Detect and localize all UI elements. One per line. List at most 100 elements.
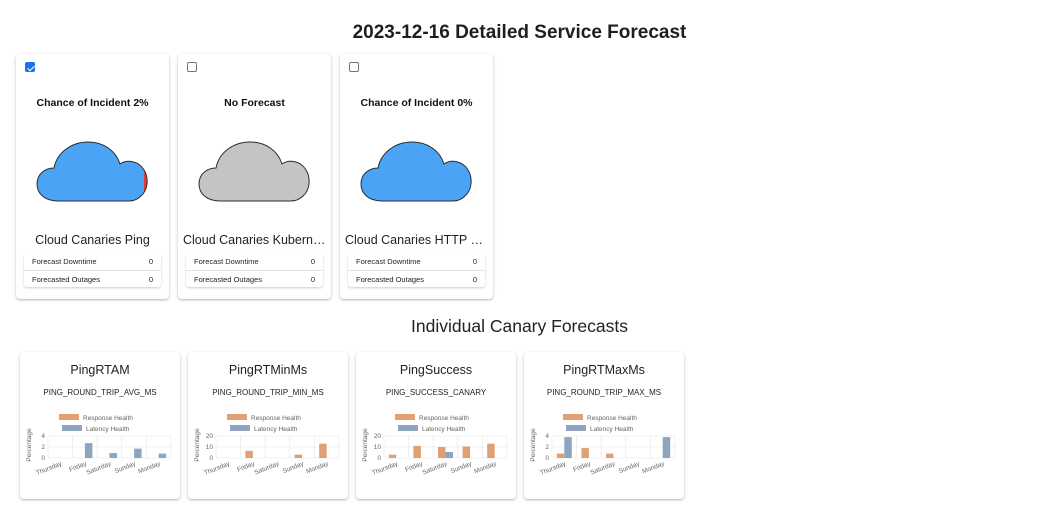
x-tick-label: Saturday xyxy=(421,460,448,477)
bar xyxy=(581,448,589,458)
y-tick-label: 20 xyxy=(374,433,382,440)
service-card: No Forecast Cloud Canaries Kubernetes Fo… xyxy=(178,54,331,299)
service-checkbox[interactable] xyxy=(25,62,35,72)
y-tick-label: 2 xyxy=(545,444,549,451)
legend-swatch xyxy=(566,425,586,431)
canary-chart: Response Health Latency Health 0 2 4 Percenta… xyxy=(26,414,172,477)
canary-code: PING_SUCCESS_CANARY xyxy=(385,388,487,397)
legend-swatch xyxy=(398,425,418,431)
x-tick-label: Saturday xyxy=(253,460,280,477)
y-tick-label: 10 xyxy=(374,444,382,451)
section-title: Individual Canary Forecasts xyxy=(411,316,628,336)
y-tick-label: 4 xyxy=(41,433,45,440)
bar xyxy=(294,454,303,458)
canary-name: PingSuccess xyxy=(399,363,473,377)
row-value: 0 xyxy=(148,257,153,266)
canary-card: PingSuccess PING_SUCCESS_CANARY Response… xyxy=(356,352,516,499)
legend-label: Latency Health xyxy=(422,426,466,433)
legend-label: Response Health xyxy=(83,415,133,422)
bar xyxy=(388,454,397,458)
service-checkbox[interactable] xyxy=(349,62,359,72)
y-tick-label: 4 xyxy=(545,433,549,440)
y-tick-label: 20 xyxy=(206,433,214,440)
x-tick-label: Saturday xyxy=(589,460,616,477)
bar xyxy=(84,443,93,458)
y-axis-label: Percentage xyxy=(194,428,201,462)
table-row: Forecast Downtime 0 xyxy=(186,253,323,270)
bar xyxy=(413,445,421,458)
row-label: Forecasted Outages xyxy=(194,274,262,284)
cloud-icon xyxy=(36,141,148,202)
forecast-table: Forecast Downtime 0 Forecasted Outages 0 xyxy=(186,253,323,287)
canary-chart: Response Health Latency Health 0 10 20 Percen… xyxy=(362,414,508,477)
y-axis-label: Percentage xyxy=(530,428,537,462)
bar xyxy=(245,450,253,458)
canary-chart: Response Health Latency Health 0 10 20 Percen… xyxy=(194,414,340,477)
bar xyxy=(319,443,327,458)
bar xyxy=(438,447,446,458)
x-tick-label: Monday xyxy=(137,460,162,475)
y-tick-label: 0 xyxy=(377,455,381,462)
table-row: Forecasted Outages 0 xyxy=(24,270,161,287)
bar xyxy=(445,451,453,458)
x-tick-label: Sunday xyxy=(282,460,306,475)
legend-label: Response Health xyxy=(251,415,301,422)
x-tick-label: Thursday xyxy=(203,460,231,477)
row-value: 0 xyxy=(310,257,315,266)
bar xyxy=(662,437,671,458)
y-tick-label: 0 xyxy=(545,455,549,462)
service-checkbox[interactable] xyxy=(187,62,197,72)
legend-swatch xyxy=(62,425,82,431)
y-axis-label: Percentage xyxy=(26,428,33,462)
x-tick-label: Thursday xyxy=(35,460,63,477)
row-value: 0 xyxy=(148,274,153,284)
bar xyxy=(462,446,471,458)
x-tick-label: Monday xyxy=(305,460,330,475)
legend-swatch xyxy=(395,414,415,420)
forecast-table: Forecast Downtime 0 Forecasted Outages 0 xyxy=(24,253,161,287)
x-tick-label: Thursday xyxy=(371,460,399,477)
forecast-headline: Chance of Incident 2% xyxy=(36,97,149,109)
y-tick-label: 0 xyxy=(209,455,213,462)
service-name: Cloud Canaries Ping xyxy=(35,233,150,247)
legend-label: Latency Health xyxy=(254,426,298,433)
row-label: Forecast Downtime xyxy=(194,257,259,266)
x-tick-label: Thursday xyxy=(539,460,567,477)
legend-swatch xyxy=(563,414,583,420)
cloud-icon xyxy=(198,141,310,202)
row-label: Forecasted Outages xyxy=(32,274,100,284)
forecast-headline: No Forecast xyxy=(224,97,285,109)
bar xyxy=(487,443,495,458)
canary-name: PingRTMinMs xyxy=(228,363,308,377)
y-tick-label: 10 xyxy=(206,444,214,451)
canary-code: PING_ROUND_TRIP_AVG_MS xyxy=(43,388,157,397)
x-tick-label: Sunday xyxy=(114,460,138,475)
legend-label: Latency Health xyxy=(86,426,130,433)
canary-chart: Response Health Latency Health 0 2 4 Percenta… xyxy=(530,414,676,477)
canary-name: PingRTAM xyxy=(70,363,130,377)
row-value: 0 xyxy=(472,257,477,266)
service-card: Chance of Incident 2% Cloud Canaries Pin… xyxy=(16,54,169,299)
legend-label: Latency Health xyxy=(590,426,634,433)
canary-card: PingRTAM PING_ROUND_TRIP_AVG_MS Response… xyxy=(20,352,180,499)
legend-label: Response Health xyxy=(587,415,637,422)
table-row: Forecasted Outages 0 xyxy=(348,270,485,287)
forecast-headline: Chance of Incident 0% xyxy=(360,97,473,109)
table-row: Forecast Downtime 0 xyxy=(348,253,485,270)
y-tick-label: 0 xyxy=(41,455,45,462)
row-label: Forecast Downtime xyxy=(32,257,97,266)
bar xyxy=(134,448,142,458)
bar xyxy=(606,453,614,458)
x-tick-label: Monday xyxy=(641,460,666,475)
bar xyxy=(556,453,565,458)
service-name: Cloud Canaries HTTP Requests xyxy=(345,233,488,247)
bar xyxy=(158,453,167,458)
page-title: 2023-12-16 Detailed Service Forecast xyxy=(352,22,687,43)
service-name: Cloud Canaries Kubernetes xyxy=(183,233,326,247)
y-tick-label: 2 xyxy=(41,444,45,451)
row-label: Forecast Downtime xyxy=(356,257,421,266)
x-tick-label: Saturday xyxy=(85,460,112,477)
row-value: 0 xyxy=(472,274,477,284)
y-axis-label: Percentage xyxy=(362,428,369,462)
table-row: Forecast Downtime 0 xyxy=(24,253,161,270)
